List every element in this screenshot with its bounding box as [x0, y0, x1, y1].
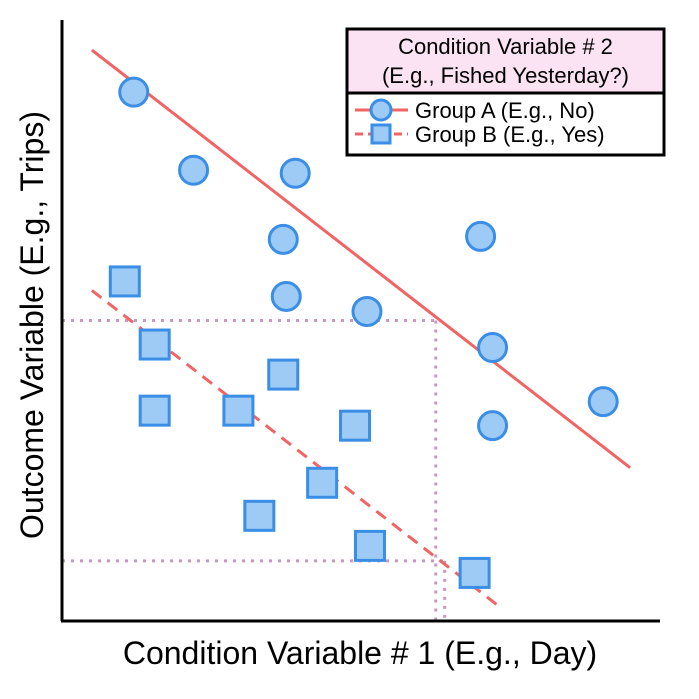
legend-title-background — [347, 29, 664, 93]
point-group-b-10 — [458, 556, 491, 589]
point-group-a-8 — [477, 332, 509, 364]
point-group-b-5 — [222, 394, 255, 427]
point-group-b-6 — [339, 409, 372, 442]
point-group-b-3 — [267, 358, 300, 391]
point-group-b-9 — [353, 529, 386, 562]
point-group-b-7 — [306, 466, 339, 499]
point-group-a-3 — [279, 157, 311, 189]
point-group-a-6 — [270, 280, 302, 312]
point-group-a-7 — [351, 295, 383, 327]
legend-title-line-1: Condition Variable # 2 — [398, 34, 613, 59]
point-group-a-10 — [477, 410, 509, 442]
data-points — [108, 76, 619, 589]
point-group-a-1 — [118, 76, 150, 108]
guide-lines — [62, 319, 447, 621]
point-group-b-2 — [138, 328, 171, 361]
legend-group-a-label: Group A (E.g., No) — [415, 98, 595, 123]
point-group-b-1 — [108, 265, 141, 298]
legend-group-b-label: Group B (E.g., Yes) — [415, 122, 605, 147]
point-group-a-2 — [178, 154, 210, 186]
point-group-a-4 — [267, 223, 299, 255]
legend-title-line-2: (E.g., Fished Yesterday?) — [382, 63, 629, 88]
x-axis-label: Condition Variable # 1 (E.g., Day) — [123, 635, 597, 671]
point-group-a-9 — [587, 386, 619, 418]
point-group-b-4 — [138, 394, 171, 427]
y-axis-label: Outcome Variable (E.g., Trips) — [14, 111, 50, 539]
point-group-a-5 — [465, 220, 497, 252]
legend-group-b-square-icon — [370, 123, 392, 145]
fit-line-group-a — [90, 48, 632, 469]
legend-group-a-circle-icon — [369, 98, 393, 122]
point-group-b-8 — [243, 499, 276, 532]
legend: Condition Variable # 2 (E.g., Fished Yes… — [345, 27, 666, 157]
